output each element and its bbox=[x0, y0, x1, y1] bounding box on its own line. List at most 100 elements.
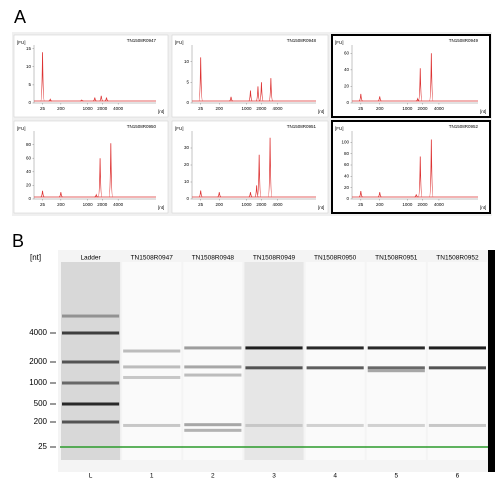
lane-number: 4 bbox=[333, 473, 337, 480]
y-tick-label: 20 bbox=[344, 185, 350, 190]
lane-name: Ladder bbox=[80, 255, 101, 262]
y-tick-label: 80 bbox=[26, 142, 32, 147]
x-tick-label: 1000 bbox=[242, 106, 253, 111]
x-tick-label: 2000 bbox=[97, 202, 108, 207]
peak bbox=[229, 96, 233, 102]
plot-frame bbox=[171, 34, 329, 118]
y-tick-label: 10 bbox=[26, 64, 32, 69]
peak bbox=[48, 98, 53, 102]
band bbox=[367, 346, 425, 350]
y-tick-label: 60 bbox=[26, 155, 32, 160]
plot-frame bbox=[13, 34, 169, 118]
plot-frame bbox=[331, 34, 491, 118]
marker-label: 4000 bbox=[29, 328, 47, 337]
x-tick-label: 2000 bbox=[418, 202, 429, 207]
sample-name: TN1508R0950 bbox=[127, 124, 157, 129]
sample-name: TN1508R0952 bbox=[449, 124, 479, 129]
plot-frame bbox=[331, 120, 491, 214]
x-tick-label: 200 bbox=[376, 202, 384, 207]
sample-name: TN1508R0948 bbox=[287, 38, 317, 43]
y-tick-label: 0 bbox=[186, 100, 189, 105]
band bbox=[123, 349, 181, 353]
lane-number: 1 bbox=[150, 473, 154, 480]
marker-label: 2000 bbox=[29, 357, 47, 366]
peak bbox=[217, 192, 222, 198]
band bbox=[123, 423, 181, 427]
lane-name: TN1508R0951 bbox=[375, 255, 418, 262]
x-tick-label: 200 bbox=[376, 106, 384, 111]
lane-number: 2 bbox=[211, 473, 215, 480]
y-tick-label: 0 bbox=[346, 196, 349, 201]
band bbox=[184, 373, 242, 377]
peak bbox=[268, 78, 274, 102]
peak bbox=[108, 143, 114, 198]
x-tick-label: 4000 bbox=[434, 202, 445, 207]
sample-name: TN1508R0951 bbox=[287, 124, 317, 129]
lane-name: TN1508R0947 bbox=[131, 255, 174, 262]
y-tick-label: 0 bbox=[346, 100, 349, 105]
x-tick-label: 1000 bbox=[402, 202, 413, 207]
x-axis-label: [nt] bbox=[158, 109, 164, 114]
y-tick-label: 20 bbox=[26, 183, 32, 188]
x-tick-label: 1000 bbox=[83, 106, 94, 111]
lane-number: 3 bbox=[272, 473, 276, 480]
y-axis-label: [nt] bbox=[30, 253, 41, 262]
lane-name: TN1508R0950 bbox=[314, 255, 357, 262]
lane bbox=[183, 262, 243, 460]
x-axis-label: [nt] bbox=[480, 109, 486, 114]
x-tick-label: 200 bbox=[57, 106, 65, 111]
lane-name: TN1508R0949 bbox=[253, 255, 296, 262]
x-tick-label: 25 bbox=[198, 106, 204, 111]
x-tick-label: 25 bbox=[198, 202, 204, 207]
band bbox=[62, 360, 120, 364]
y-tick-label: 60 bbox=[344, 50, 350, 55]
sample-name: TN1508R0947 bbox=[127, 38, 157, 43]
y-tick-label: 10 bbox=[184, 179, 190, 184]
lane-number: L bbox=[89, 473, 93, 480]
lane-name: TN1508R0948 bbox=[192, 255, 235, 262]
y-tick-label: 20 bbox=[184, 162, 190, 167]
band bbox=[245, 346, 303, 350]
peak bbox=[92, 97, 97, 102]
marker-label: 1000 bbox=[29, 378, 47, 387]
band bbox=[62, 381, 120, 385]
y-axis-label: [FU] bbox=[17, 40, 26, 45]
x-axis-label: [nt] bbox=[480, 205, 486, 210]
panel-label: B bbox=[12, 231, 24, 251]
peak bbox=[198, 57, 203, 102]
x-axis-label: [nt] bbox=[158, 205, 164, 210]
band bbox=[367, 423, 425, 427]
sample-name: TN1508R0949 bbox=[449, 38, 479, 43]
y-axis-label: [FU] bbox=[17, 126, 26, 131]
x-tick-label: 4000 bbox=[273, 106, 284, 111]
band bbox=[62, 402, 120, 406]
x-tick-label: 1000 bbox=[83, 202, 94, 207]
x-tick-label: 2000 bbox=[418, 106, 429, 111]
x-tick-label: 1000 bbox=[242, 202, 253, 207]
peak bbox=[377, 192, 382, 198]
lane-name: TN1508R0952 bbox=[436, 255, 479, 262]
band bbox=[184, 428, 242, 432]
peak bbox=[414, 194, 419, 198]
peak bbox=[255, 86, 261, 102]
peak bbox=[377, 96, 382, 102]
peak bbox=[40, 52, 45, 102]
band bbox=[428, 366, 486, 370]
x-tick-label: 25 bbox=[40, 106, 46, 111]
peak bbox=[418, 68, 423, 102]
band bbox=[184, 365, 242, 369]
band bbox=[62, 331, 120, 335]
marker-label: 200 bbox=[34, 417, 48, 426]
band bbox=[367, 366, 425, 370]
y-tick-label: 40 bbox=[344, 67, 350, 72]
y-tick-label: 10 bbox=[184, 59, 190, 64]
x-tick-label: 25 bbox=[40, 202, 46, 207]
peak bbox=[79, 99, 84, 102]
gel-edge bbox=[488, 250, 495, 472]
y-tick-label: 80 bbox=[344, 151, 350, 156]
band bbox=[306, 423, 364, 427]
peak bbox=[97, 158, 103, 198]
lane bbox=[305, 262, 365, 460]
x-tick-label: 1000 bbox=[402, 106, 413, 111]
band bbox=[123, 375, 181, 379]
